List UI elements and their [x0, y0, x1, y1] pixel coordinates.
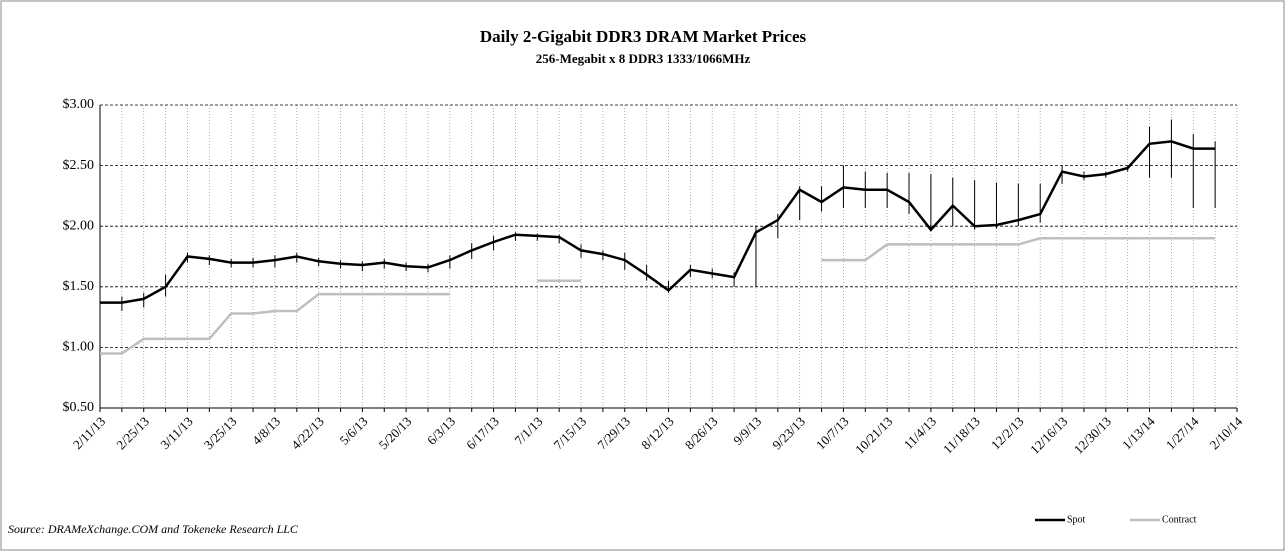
chart-subtitle: 256-Megabit x 8 DDR3 1333/1066MHz	[536, 51, 751, 66]
y-tick-label: $1.00	[63, 340, 95, 355]
source-note: Source: DRAMeXchange.COM and Tokeneke Re…	[8, 522, 299, 536]
legend-label: Contract	[1162, 514, 1197, 525]
y-tick-label: $3.00	[63, 97, 95, 112]
series-line	[100, 140, 1216, 304]
y-tick-label: $0.50	[63, 400, 95, 415]
y-tick-label: $2.50	[63, 158, 95, 173]
y-tick-label: $1.50	[63, 279, 95, 294]
legend-label: Spot	[1067, 514, 1086, 525]
series-line	[100, 237, 1216, 355]
y-tick-label: $2.00	[63, 218, 95, 233]
chart-title: Daily 2-Gigabit DDR3 DRAM Market Prices	[480, 27, 807, 46]
